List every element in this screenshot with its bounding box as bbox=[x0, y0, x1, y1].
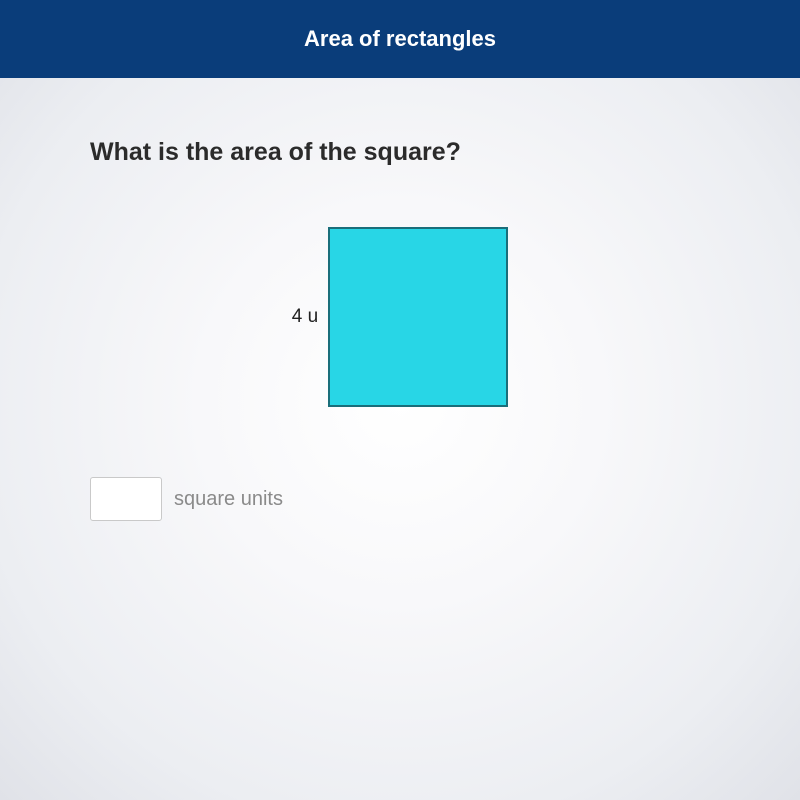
page-title: Area of rectangles bbox=[304, 26, 496, 52]
page-header: Area of rectangles bbox=[0, 0, 800, 78]
answer-row: square units bbox=[90, 477, 710, 521]
side-length-label: 4 u bbox=[292, 306, 318, 328]
square-figure bbox=[328, 227, 508, 407]
answer-unit-label: square units bbox=[174, 488, 283, 511]
figure-container: 4 u bbox=[90, 227, 710, 407]
answer-input[interactable] bbox=[90, 477, 162, 521]
question-text: What is the area of the square? bbox=[90, 138, 710, 167]
content-area: What is the area of the square? 4 u squa… bbox=[0, 78, 800, 800]
